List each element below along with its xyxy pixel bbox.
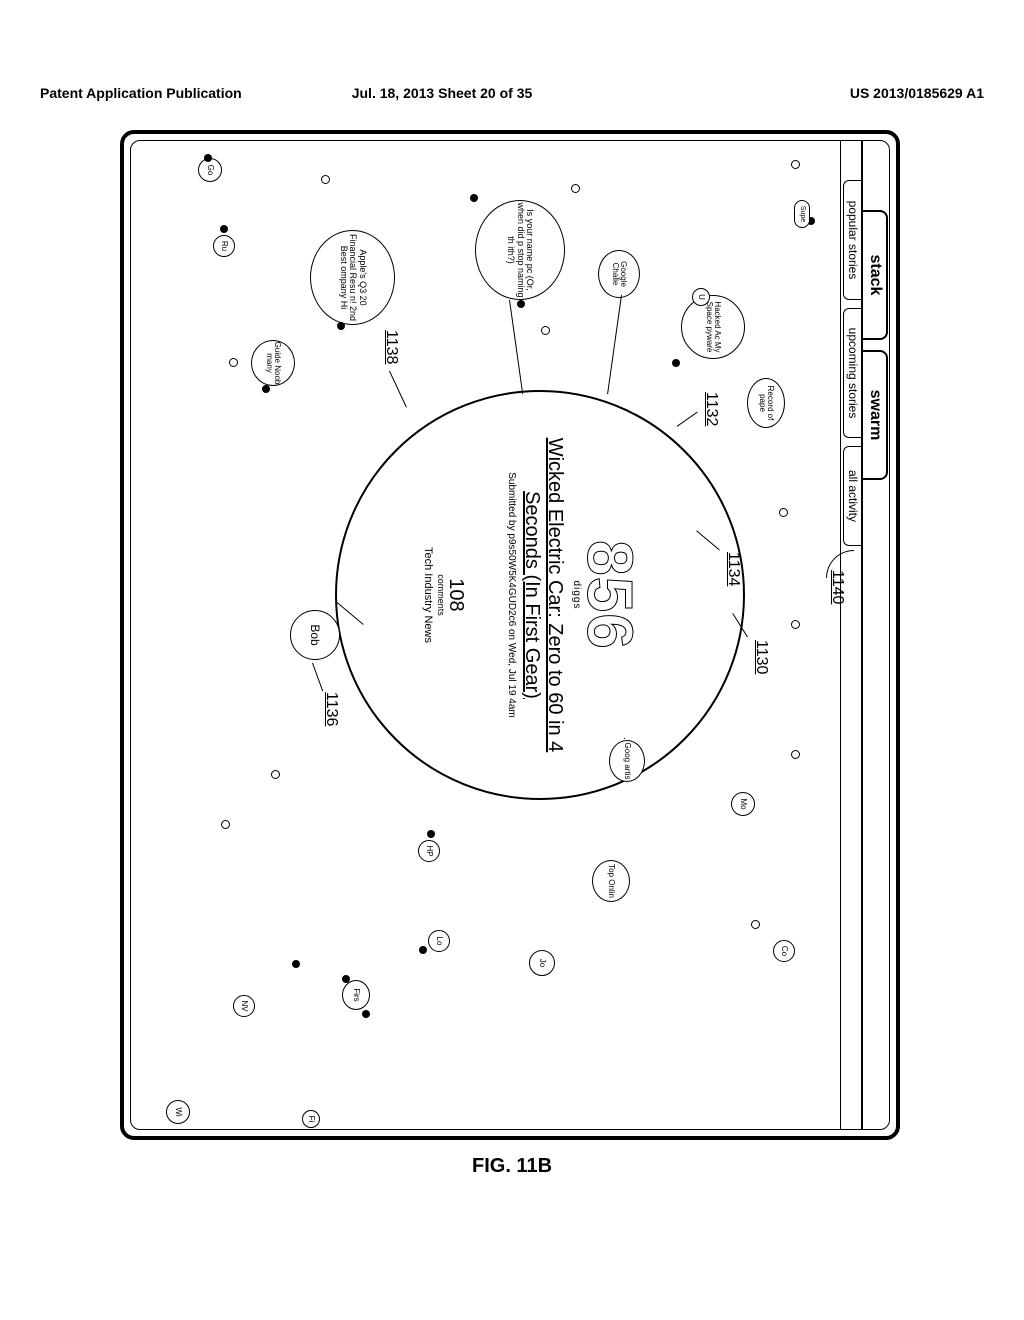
bubble-go[interactable]: Go [198, 158, 222, 182]
dot-r2 [751, 920, 760, 929]
figure-inner-frame: stack swarm popular stories upcoming sto… [130, 140, 890, 1130]
dot-firs2 [362, 1010, 370, 1018]
main-submitted: Submitted by p9s50W5K4GUD2c6 on Wed, Jul… [506, 472, 517, 718]
page-header: Patent Application Publication Jul. 18, … [0, 85, 1024, 101]
dot-hp [427, 830, 435, 838]
subtab-popular[interactable]: popular stories [843, 180, 861, 300]
dot-bl1 [204, 154, 212, 162]
leader-challe [607, 295, 622, 394]
dot-um1 [779, 508, 788, 517]
dot-iyn2 [470, 194, 478, 202]
leader-iyn [509, 300, 523, 394]
header-left: Patent Application Publication [40, 85, 242, 101]
bubble-top-onlin[interactable]: Top Onlin [592, 860, 630, 902]
bubble-apple[interactable]: Apple's Q3 20 Financial Resu n! 2nd Best… [310, 230, 395, 325]
dot-gn [262, 385, 270, 393]
leader-1136 [312, 663, 323, 692]
main-comments-block: 108 comments Tech Industry News [422, 547, 466, 643]
dot-ru [220, 225, 228, 233]
bubble-nv[interactable]: NV [233, 995, 255, 1017]
bubble-record[interactable]: Record of pape [747, 378, 785, 428]
main-headline[interactable]: Wicked Electric Car: Zero to 60 in 4 Sec… [520, 392, 566, 798]
figure-outer-frame: stack swarm popular stories upcoming sto… [120, 130, 900, 1140]
bubble-main[interactable]: 856 diggs Wicked Electric Car: Zero to 6… [335, 390, 745, 800]
subtab-all[interactable]: all activity [843, 446, 861, 546]
dot-gn2 [229, 358, 238, 367]
ref-1130: 1130 [752, 640, 770, 674]
bubble-u[interactable]: U [692, 288, 710, 306]
figure-canvas: stack swarm popular stories upcoming sto… [130, 140, 890, 1130]
lead-gas [624, 738, 625, 739]
bubble-hp[interactable]: HP [418, 840, 440, 862]
dot-r1 [791, 750, 800, 759]
figure-label: FIG. 11B [472, 1155, 552, 1178]
dot-lo [419, 946, 427, 954]
main-diggs: 856 [581, 540, 639, 650]
ref-1134: 1134 [724, 552, 742, 586]
dot-lr1 [292, 960, 300, 968]
bubble-hacked[interactable]: Hacked Ac My Space pyware [681, 295, 745, 359]
dot-iyn3 [517, 300, 525, 308]
ref-1138: 1138 [382, 330, 400, 364]
main-comments-num: 108 [445, 547, 466, 643]
ref-1132: 1132 [702, 392, 720, 426]
dot-iyn4 [541, 326, 550, 335]
header-right: US 2013/0185629 A1 [850, 85, 984, 101]
subtab-upcoming[interactable]: upcoming stories [843, 308, 861, 438]
dot-firs [342, 975, 350, 983]
dot-hk [672, 359, 680, 367]
dot-apl [337, 322, 345, 330]
bubble-lo[interactable]: Lo [428, 930, 450, 952]
tab-underline [861, 140, 863, 1130]
leader-1132 [677, 412, 698, 427]
header-mid: Jul. 18, 2013 Sheet 20 of 35 [352, 85, 533, 101]
bubble-supe[interactable]: Supe [794, 200, 810, 228]
bubble-goog-artis[interactable]: Goog artis [609, 740, 645, 782]
dot-br2 [221, 820, 230, 829]
ref-1136: 1136 [322, 692, 340, 726]
bubble-mo[interactable]: Mo [731, 792, 755, 816]
bubble-ru[interactable]: Ru [213, 235, 235, 257]
bubble-isyourname[interactable]: Is your name pc (Or, when did p stop nam… [475, 200, 565, 300]
dot-br1 [271, 770, 280, 779]
bubble-firs[interactable]: Firs [342, 980, 370, 1010]
dot-tl1 [791, 160, 800, 169]
page: Patent Application Publication Jul. 18, … [0, 0, 1024, 1320]
tab-stack[interactable]: stack [863, 210, 888, 340]
bubble-fi[interactable]: Fi [302, 1110, 320, 1128]
bubble-jo[interactable]: Jo [529, 950, 555, 976]
bubble-wi[interactable]: Wi [166, 1100, 190, 1124]
swarm-area: 856 diggs Wicked Electric Car: Zero to 6… [130, 140, 840, 1130]
bubble-bob[interactable]: Bob [290, 610, 340, 660]
main-category: Tech Industry News [422, 547, 434, 643]
dot-apl2 [321, 175, 330, 184]
bubble-guide[interactable]: Guide Noob many [251, 340, 295, 386]
bubble-goog-challe[interactable]: Google Challe [598, 250, 640, 298]
tab-swarm[interactable]: swarm [863, 350, 888, 480]
dot-iyn1 [571, 184, 580, 193]
bubble-co[interactable]: Co [773, 940, 795, 962]
leader-1138 [389, 371, 407, 408]
main-diggs-label: diggs [570, 581, 581, 610]
dot-um2 [791, 620, 800, 629]
main-comments-label: comments [435, 547, 444, 643]
subtab-underline [840, 140, 841, 1130]
